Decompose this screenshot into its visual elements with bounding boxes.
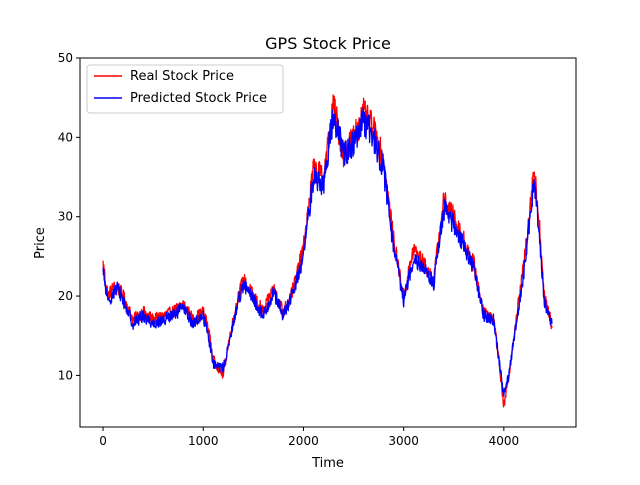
- y-tick-label: 20: [58, 289, 73, 303]
- chart-title: GPS Stock Price: [265, 34, 391, 53]
- x-tick-label: 2000: [288, 434, 319, 448]
- x-tick-label: 1000: [188, 434, 219, 448]
- y-tick-label: 40: [58, 130, 73, 144]
- y-tick-label: 50: [58, 51, 73, 65]
- x-axis-label: Time: [311, 456, 344, 471]
- y-tick-label: 10: [58, 368, 73, 382]
- x-tick-label: 3000: [388, 434, 419, 448]
- legend: Real Stock Price Predicted Stock Price: [86, 64, 284, 114]
- plot-frame: [79, 57, 577, 428]
- legend-label-real: Real Stock Price: [130, 69, 234, 84]
- legend-box: [86, 64, 284, 114]
- series-line-real-stock-price: [102, 94, 553, 408]
- y-axis-ticks: 10 20 30 40 50: [58, 51, 80, 382]
- x-tick-label: 0: [99, 434, 107, 448]
- y-tick-label: 30: [58, 210, 73, 224]
- x-tick-label: 4000: [489, 434, 520, 448]
- x-axis-ticks: 0 1000 2000 3000 4000: [99, 427, 519, 448]
- series-line-predicted-stock-price: [102, 107, 553, 397]
- legend-label-predicted: Predicted Stock Price: [130, 91, 267, 106]
- y-axis-label: Price: [33, 227, 48, 259]
- series-layer: [102, 94, 553, 408]
